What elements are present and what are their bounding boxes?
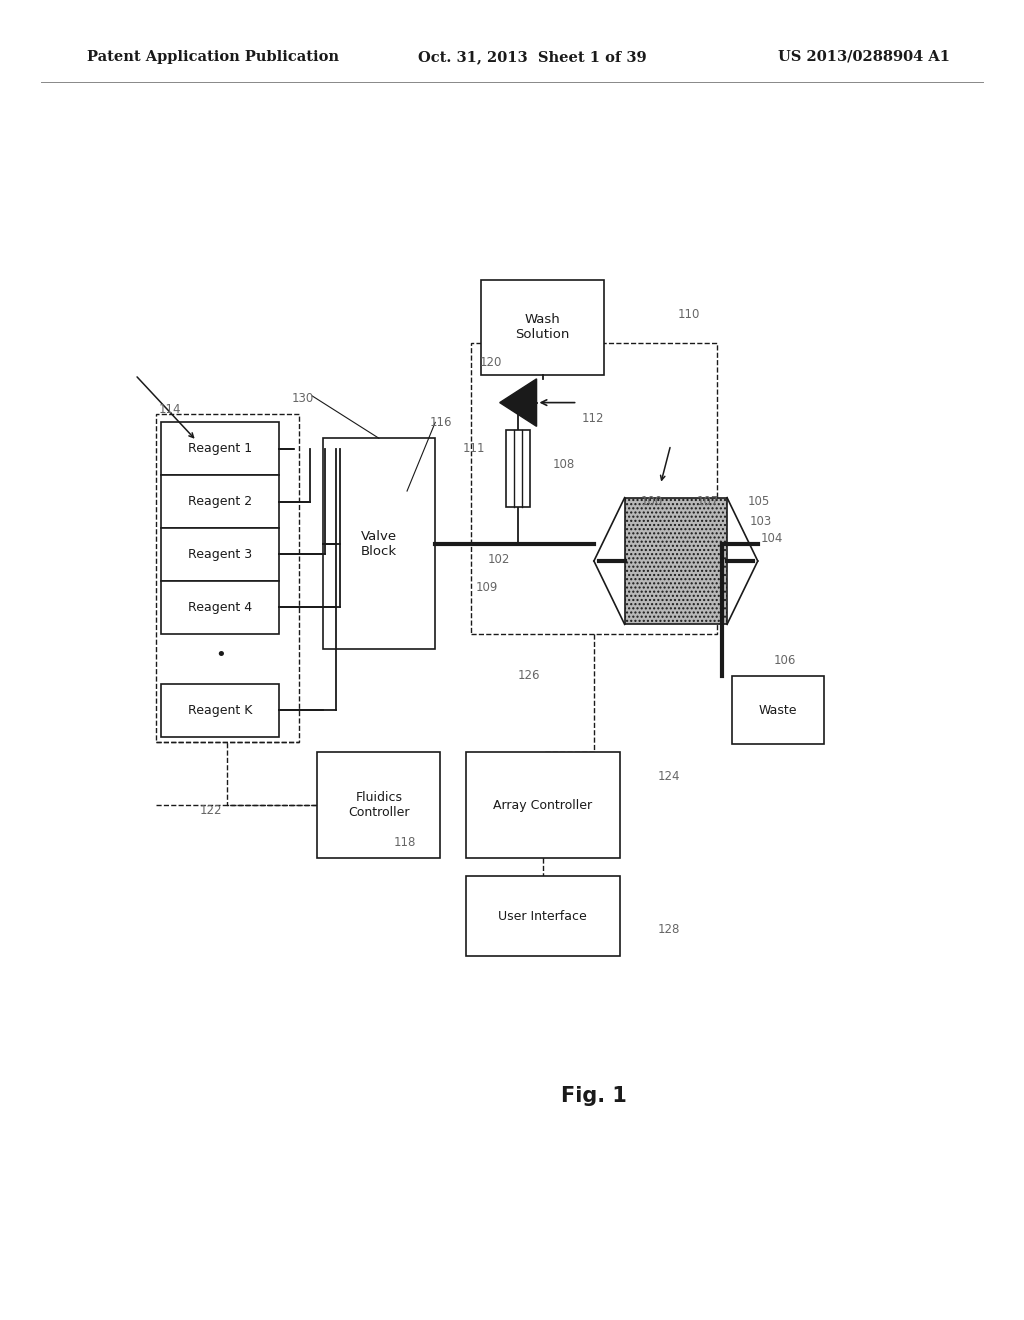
- Text: Waste: Waste: [759, 704, 798, 717]
- Text: US 2013/0288904 A1: US 2013/0288904 A1: [778, 50, 950, 63]
- Text: 124: 124: [657, 770, 680, 783]
- Text: Wash
Solution: Wash Solution: [515, 313, 570, 342]
- Bar: [466, 752, 620, 858]
- Text: 112: 112: [582, 412, 604, 425]
- Text: 107: 107: [696, 495, 719, 508]
- Text: Reagent 1: Reagent 1: [188, 442, 252, 455]
- Text: 102: 102: [487, 553, 510, 566]
- Text: Reagent K: Reagent K: [188, 704, 252, 717]
- Bar: [466, 876, 620, 956]
- Text: •: •: [215, 645, 225, 664]
- Text: Fig. 1: Fig. 1: [561, 1085, 627, 1106]
- Text: 118: 118: [393, 836, 416, 849]
- Text: 103: 103: [750, 515, 772, 528]
- Text: 122: 122: [200, 804, 222, 817]
- Text: 114: 114: [159, 403, 181, 416]
- Text: User Interface: User Interface: [499, 909, 587, 923]
- Text: 130: 130: [292, 392, 314, 405]
- Polygon shape: [500, 379, 537, 426]
- Text: 120: 120: [479, 356, 502, 370]
- Bar: [317, 752, 440, 858]
- Bar: [162, 475, 279, 528]
- Text: Reagent 4: Reagent 4: [188, 601, 252, 614]
- Text: Valve
Block: Valve Block: [360, 529, 397, 558]
- Text: Oct. 31, 2013  Sheet 1 of 39: Oct. 31, 2013 Sheet 1 of 39: [418, 50, 646, 63]
- Text: 116: 116: [430, 416, 453, 429]
- Bar: [506, 430, 530, 507]
- Bar: [162, 422, 279, 475]
- Text: 109: 109: [476, 581, 499, 594]
- Text: Array Controller: Array Controller: [494, 799, 592, 812]
- Bar: [625, 498, 727, 624]
- Bar: [471, 343, 717, 634]
- Text: 100: 100: [641, 495, 664, 508]
- Bar: [323, 438, 435, 649]
- Text: 126: 126: [518, 669, 541, 682]
- Bar: [156, 414, 299, 742]
- Text: Fluidics
Controller: Fluidics Controller: [348, 791, 410, 820]
- Text: 105: 105: [748, 495, 770, 508]
- Text: 106: 106: [774, 653, 797, 667]
- Text: Patent Application Publication: Patent Application Publication: [87, 50, 339, 63]
- Bar: [162, 581, 279, 634]
- Text: 104: 104: [761, 532, 783, 545]
- Text: Reagent 3: Reagent 3: [188, 548, 252, 561]
- Text: Reagent 2: Reagent 2: [188, 495, 252, 508]
- Bar: [162, 528, 279, 581]
- Text: 128: 128: [657, 923, 680, 936]
- Text: 111: 111: [463, 442, 485, 455]
- Bar: [162, 684, 279, 737]
- Bar: [732, 676, 824, 744]
- Text: 110: 110: [678, 308, 700, 321]
- Text: 108: 108: [553, 458, 575, 471]
- Bar: [481, 280, 604, 375]
